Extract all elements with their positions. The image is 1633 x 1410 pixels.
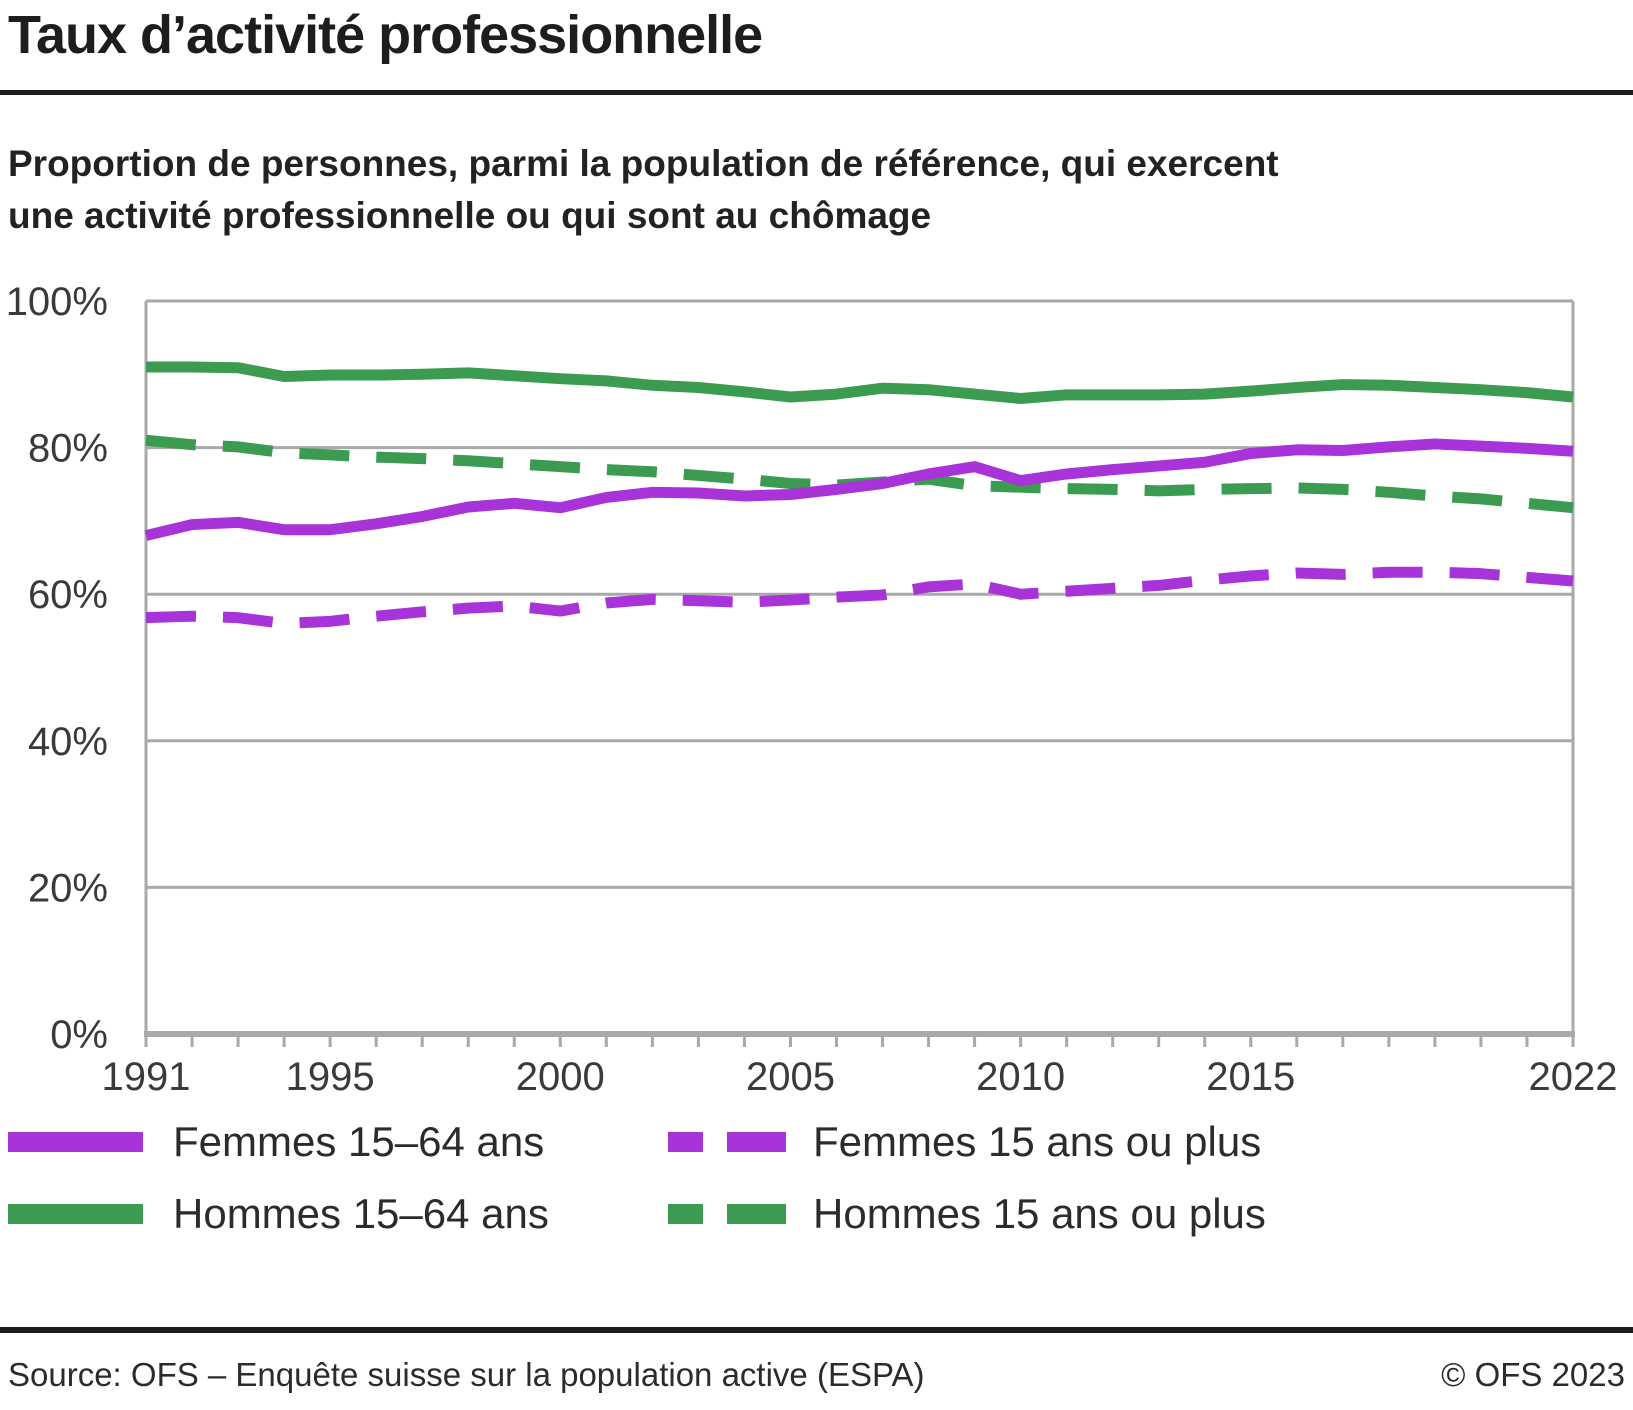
x-tick-label: 2000 [516, 1055, 605, 1099]
legend-item-femmes-15-plus: Femmes 15 ans ou plus [668, 1110, 1428, 1174]
y-tick-label: 40% [28, 720, 108, 764]
x-tick-label: 2015 [1206, 1055, 1295, 1099]
series-line-0 [144, 438, 1574, 541]
legend-label: Hommes 15–64 ans [173, 1190, 549, 1237]
legend-swatch-solid-purple [8, 1132, 143, 1152]
copyright-text: © OFS 2023 [1441, 1356, 1625, 1393]
legend-swatch-solid-green [8, 1204, 143, 1224]
chart-subtitle-line1: Proportion de personnes, parmi la popula… [8, 143, 1279, 184]
legend: Femmes 15–64 ans Femmes 15 ans ou plus H… [8, 1110, 1428, 1246]
legend-item-hommes-15-plus: Hommes 15 ans ou plus [668, 1182, 1428, 1246]
series-line-1 [145, 566, 1574, 630]
page-title: Taux d’activité professionnelle [8, 5, 763, 65]
x-tick-label: 2022 [1529, 1055, 1618, 1099]
x-tick-label: 2005 [746, 1055, 835, 1099]
y-tick-label: 0% [50, 1013, 108, 1057]
legend-label: Femmes 15 ans ou plus [813, 1118, 1262, 1165]
title-divider [0, 90, 1633, 95]
chart-subtitle-line2: une activité professionnelle ou qui sont… [8, 195, 932, 236]
x-tick-label: 2010 [976, 1055, 1065, 1099]
y-tick-label: 60% [28, 573, 108, 617]
legend-item-hommes-15-64: Hommes 15–64 ans [8, 1182, 668, 1246]
footer-divider [0, 1327, 1633, 1333]
y-tick-label: 80% [28, 427, 108, 471]
x-tick-label: 1995 [286, 1055, 375, 1099]
series-line-2 [146, 361, 1574, 404]
source-text: Source: OFS – Enquête suisse sur la popu… [8, 1356, 925, 1393]
y-tick-label: 100% [6, 280, 108, 324]
legend-label: Hommes 15 ans ou plus [813, 1190, 1266, 1237]
x-tick-label: 1991 [102, 1055, 191, 1099]
legend-item-femmes-15-64: Femmes 15–64 ans [8, 1110, 668, 1174]
legend-label: Femmes 15–64 ans [173, 1118, 545, 1165]
legend-swatch-dashed-purple [668, 1132, 786, 1152]
legend-swatch-dashed-green [668, 1204, 786, 1224]
y-tick-label: 20% [28, 866, 108, 910]
footer: Source: OFS – Enquête suisse sur la popu… [8, 1356, 1625, 1394]
line-chart: 0% 20% 40% 60% 80% 100% 1991 1995 2000 2005 2010 20… [6, 280, 1618, 1099]
chart-subtitle: Proportion de personnes, parmi la popula… [8, 138, 1279, 242]
chart-area: 0% 20% 40% 60% 80% 100% 1991 1995 2000 2005 2010 20… [0, 268, 1633, 1100]
